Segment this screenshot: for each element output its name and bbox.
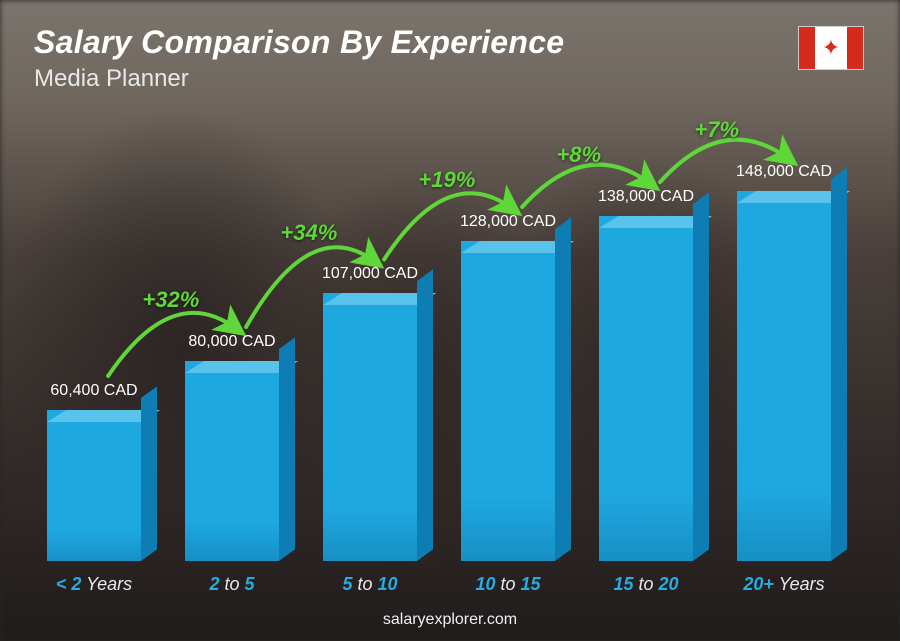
footer-attribution: salaryexplorer.com — [0, 611, 900, 629]
bar — [323, 293, 417, 561]
chart-area: 60,400 CAD 80,000 CAD 107,000 CAD 128,00… — [34, 120, 844, 561]
increase-label: +7% — [694, 117, 739, 143]
page-subtitle: Media Planner — [34, 65, 866, 93]
bar — [737, 191, 831, 561]
bar-slot: 60,400 CAD — [34, 382, 154, 561]
bar-slot: 80,000 CAD — [172, 333, 292, 561]
x-axis-label: 20+ Years — [724, 574, 844, 595]
bar-value-label: 107,000 CAD — [322, 265, 418, 283]
bar — [461, 241, 555, 561]
bar — [47, 410, 141, 561]
bar — [599, 216, 693, 561]
x-axis-label: < 2 Years — [34, 574, 154, 595]
x-axis-label: 5 to 10 — [310, 574, 430, 595]
bar-slot: 107,000 CAD — [310, 265, 430, 561]
bar-slot: 128,000 CAD — [448, 213, 568, 561]
bar-value-label: 80,000 CAD — [188, 333, 275, 351]
bar-value-label: 148,000 CAD — [736, 163, 832, 181]
x-axis-label: 2 to 5 — [172, 574, 292, 595]
bar-value-label: 138,000 CAD — [598, 188, 694, 206]
increase-label: +32% — [142, 287, 199, 313]
page-title: Salary Comparison By Experience — [34, 24, 866, 61]
bar-slot: 148,000 CAD — [724, 163, 844, 561]
country-flag-icon: ✦ — [798, 26, 864, 70]
increase-label: +19% — [418, 167, 475, 193]
bar-value-label: 60,400 CAD — [50, 382, 137, 400]
x-axis-label: 10 to 15 — [448, 574, 568, 595]
x-axis-label: 15 to 20 — [586, 574, 706, 595]
bar-value-label: 128,000 CAD — [460, 213, 556, 231]
bar-slot: 138,000 CAD — [586, 188, 706, 561]
increase-label: +34% — [280, 220, 337, 246]
maple-leaf-icon: ✦ — [822, 37, 840, 59]
infographic-container: Salary Comparison By Experience Media Pl… — [0, 0, 900, 641]
increase-label: +8% — [556, 142, 601, 168]
bar — [185, 361, 279, 561]
x-axis: < 2 Years 2 to 5 5 to 10 10 to 15 15 to 20 20… — [34, 574, 844, 595]
